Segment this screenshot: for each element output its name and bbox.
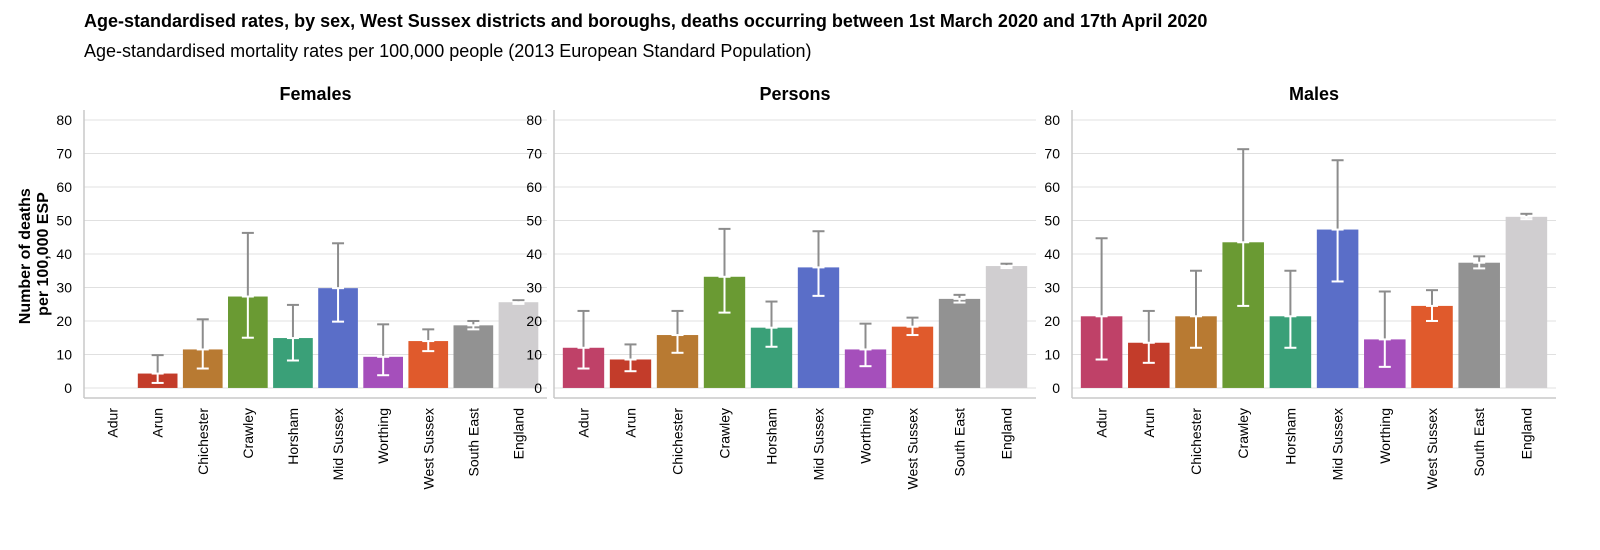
y-tick-label: 50	[1044, 213, 1060, 229]
y-tick-label: 60	[56, 179, 72, 195]
x-tick-label: West Sussex	[420, 408, 436, 489]
bar-south-east	[453, 325, 494, 388]
y-tick-label: 60	[1044, 179, 1060, 195]
y-tick-label: 80	[1044, 112, 1060, 128]
facet-title: Females	[279, 84, 351, 104]
x-tick-label: Mid Sussex	[330, 408, 346, 480]
y-tick-label: 10	[1044, 346, 1060, 362]
x-tick-label: Horsham	[1282, 408, 1298, 465]
y-tick-label: 0	[1052, 380, 1060, 396]
x-tick-label: Worthing	[858, 408, 874, 464]
y-tick-label: 20	[1044, 313, 1060, 329]
y-tick-label: 30	[526, 279, 542, 295]
y-tick-label: 80	[56, 112, 72, 128]
x-tick-label: Chichester	[1188, 408, 1204, 475]
x-tick-label: Adur	[105, 408, 121, 438]
y-tick-label: 0	[534, 380, 542, 396]
y-tick-label: 70	[526, 146, 542, 162]
y-tick-label: 30	[1044, 279, 1060, 295]
x-tick-label: Worthing	[375, 408, 391, 464]
y-tick-label: 70	[56, 146, 72, 162]
x-tick-label: Adur	[576, 408, 592, 438]
y-axis-label-line2: per 100,000 ESP	[35, 192, 52, 316]
y-tick-label: 50	[56, 213, 72, 229]
y-tick-label: 20	[526, 313, 542, 329]
facet-panels: Females 0 10 20 30 40 50 60 70 80 Adur Arun Chichest…	[56, 84, 1556, 489]
x-tick-label: Worthing	[1377, 408, 1393, 464]
y-tick-label: 60	[526, 179, 542, 195]
bar-england	[985, 266, 1028, 388]
y-tick-label: 0	[64, 380, 72, 396]
x-tick-label: Arun	[623, 408, 639, 438]
x-tick-label: Crawley	[717, 408, 733, 459]
facet-title: Males	[1289, 84, 1339, 104]
bar-england	[1505, 216, 1548, 388]
panel-males: Males 0 10 20 30 40 50 60 70 80 Adur Arun Chichester…	[1044, 84, 1556, 489]
chart-title: Age-standardised rates, by sex, West Sus…	[84, 11, 1207, 31]
x-tick-label: Mid Sussex	[1330, 408, 1346, 480]
panel-persons: Persons 0 10 20 30 40 50 60 70 80 Adur Arun Chichest…	[526, 84, 1036, 489]
bar-west-sussex	[891, 326, 934, 388]
y-tick-label: 10	[56, 346, 72, 362]
x-tick-label: West Sussex	[1424, 408, 1440, 489]
x-tick-label: Crawley	[240, 408, 256, 459]
x-tick-label: Crawley	[1235, 408, 1251, 459]
y-tick-label: 50	[526, 213, 542, 229]
x-tick-label: South East	[465, 408, 481, 477]
x-tick-label: South East	[1471, 408, 1487, 477]
x-tick-label: Chichester	[195, 408, 211, 475]
y-tick-label: 80	[526, 112, 542, 128]
x-tick-label: Horsham	[285, 408, 301, 465]
y-tick-label: 30	[56, 279, 72, 295]
x-tick-label: England	[999, 408, 1015, 459]
y-tick-label: 20	[56, 313, 72, 329]
x-tick-label: England	[510, 408, 526, 459]
x-tick-label: Arun	[1141, 408, 1157, 438]
y-axis-label-line1: Number of deaths	[17, 188, 34, 324]
x-tick-label: Arun	[150, 408, 166, 438]
x-tick-label: South East	[952, 408, 968, 477]
y-tick-label: 10	[526, 346, 542, 362]
x-tick-label: Adur	[1094, 408, 1110, 438]
y-axis-label: Number of deaths per 100,000 ESP	[17, 184, 52, 324]
y-tick-label: 40	[1044, 246, 1060, 262]
y-tick-label: 40	[56, 246, 72, 262]
chart-subtitle: Age-standardised mortality rates per 100…	[84, 41, 811, 61]
bar-england	[498, 302, 539, 388]
x-tick-label: West Sussex	[905, 408, 921, 489]
bar-south-east	[1458, 262, 1500, 388]
y-tick-label: 70	[1044, 146, 1060, 162]
bar-south-east	[938, 298, 981, 388]
panel-females: Females 0 10 20 30 40 50 60 70 80 Adur Arun Chichest…	[56, 84, 547, 489]
x-tick-label: England	[1518, 408, 1534, 459]
x-tick-label: Chichester	[670, 408, 686, 475]
facet-title: Persons	[759, 84, 830, 104]
y-tick-label: 40	[526, 246, 542, 262]
x-tick-label: Horsham	[764, 408, 780, 465]
x-tick-label: Mid Sussex	[811, 408, 827, 480]
